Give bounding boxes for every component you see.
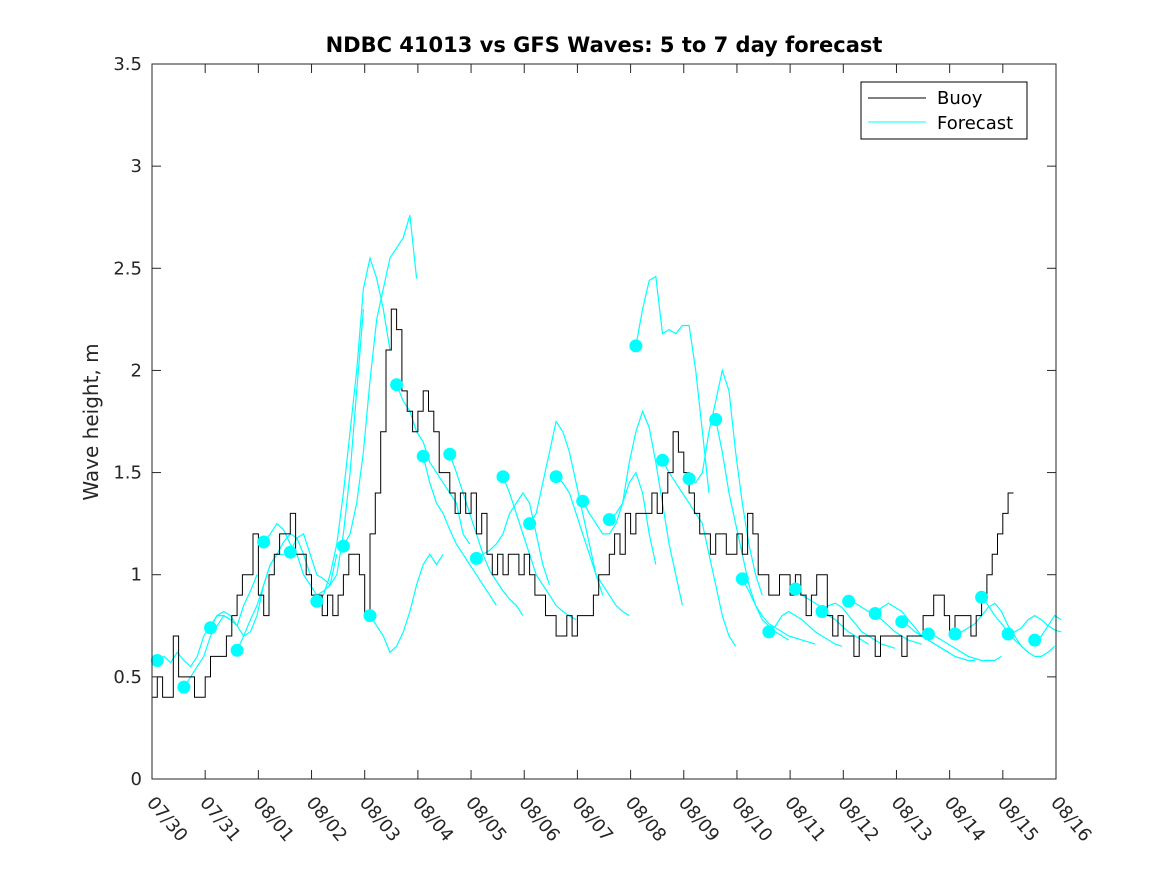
forecast-marker-32	[975, 590, 989, 604]
forecast-marker-27	[842, 594, 856, 608]
forecast-marker-24	[762, 625, 776, 639]
forecast-line-19	[635, 275, 710, 494]
forecast-marker-17	[576, 494, 590, 508]
forecast-line-26	[821, 602, 896, 649]
y-tick-label: 0.5	[113, 667, 142, 688]
forecast-line-2	[183, 574, 258, 688]
y-tick-label: 3	[131, 156, 142, 177]
y-tick-label: 2	[131, 360, 142, 381]
y-tick-label: 0	[131, 769, 142, 790]
forecast-marker-26	[815, 605, 829, 618]
forecast-line-16	[555, 476, 630, 617]
forecast-line-15	[529, 419, 604, 596]
forecast-marker-30	[921, 627, 935, 641]
forecast-marker-18	[602, 513, 616, 527]
forecast-line-20	[661, 460, 737, 647]
forecast-marker-7	[310, 594, 324, 608]
legend: Buoy Forecast	[860, 81, 1028, 140]
forecast-marker-13	[469, 551, 483, 565]
forecast-marker-2	[177, 680, 191, 694]
y-axis-label: Wave height, m	[79, 343, 103, 500]
forecast-marker-8	[336, 539, 350, 553]
forecast-line-13	[476, 491, 551, 586]
forecast-line-10	[396, 384, 471, 545]
forecast-marker-12	[443, 447, 457, 461]
y-tick-label: 1	[131, 565, 142, 586]
axes-box	[151, 63, 1057, 780]
chart-title: NDBC 41013 vs GFS Waves: 5 to 7 day fore…	[326, 33, 883, 57]
forecast-marker-9	[363, 609, 377, 623]
forecast-marker-20	[656, 453, 669, 467]
forecast-marker-34	[1028, 633, 1042, 647]
forecast-line-18	[608, 409, 683, 606]
forecast-line-8	[342, 215, 418, 547]
y-tick-label: 2.5	[113, 258, 142, 279]
forecast-marker-33	[1001, 627, 1015, 641]
forecast-marker-5	[257, 535, 271, 549]
buoy-line	[152, 308, 1014, 698]
forecast-marker-16	[549, 470, 563, 484]
forecast-line-23	[741, 578, 816, 645]
legend-buoy-label: Buoy	[937, 88, 983, 109]
forecast-marker-28	[868, 607, 882, 620]
forecast-line-25	[794, 588, 869, 645]
forecast-marker-25	[788, 582, 802, 596]
forecast-line-7	[316, 255, 391, 602]
y-tick-label: 3.5	[113, 54, 142, 75]
forecast-line-24	[768, 610, 843, 647]
forecast-line-31	[954, 602, 1029, 653]
legend-forecast-label: Forecast	[937, 113, 1013, 134]
forecast-marker-14	[496, 470, 510, 484]
forecast-marker-11	[416, 449, 430, 463]
forecast-marker-21	[682, 472, 696, 486]
forecast-line-14	[502, 476, 577, 621]
forecast-line-33	[1007, 614, 1062, 635]
legend-box	[860, 81, 1028, 140]
forecast-marker-22	[709, 413, 723, 426]
forecast-line-4	[236, 533, 311, 651]
forecast-marker-23	[735, 572, 749, 586]
forecast-marker-31	[948, 627, 962, 641]
forecast-marker-3	[204, 621, 217, 635]
forecast-line-21	[688, 368, 763, 596]
forecast-line-11	[422, 456, 497, 606]
forecast-line-27	[848, 600, 922, 645]
forecast-line-9	[369, 553, 444, 654]
forecast-line-6	[289, 309, 364, 586]
forecast-marker-10	[390, 378, 404, 392]
forecast-line-32	[981, 596, 1056, 658]
forecast-marker-29	[895, 615, 909, 629]
forecast-line-30	[928, 633, 1002, 662]
forecast-line-29	[901, 621, 975, 662]
forecast-line-17	[582, 471, 657, 565]
plot-area	[150, 215, 1062, 698]
forecast-marker-15	[523, 517, 537, 531]
forecast-line-22	[715, 419, 790, 641]
forecast-marker-6	[283, 545, 297, 559]
forecast-line-12	[449, 453, 524, 616]
forecast-marker-1	[150, 654, 164, 667]
forecast-marker-4	[230, 643, 244, 657]
y-tick-label: 1.5	[113, 463, 142, 484]
forecast-marker-19	[629, 339, 643, 353]
